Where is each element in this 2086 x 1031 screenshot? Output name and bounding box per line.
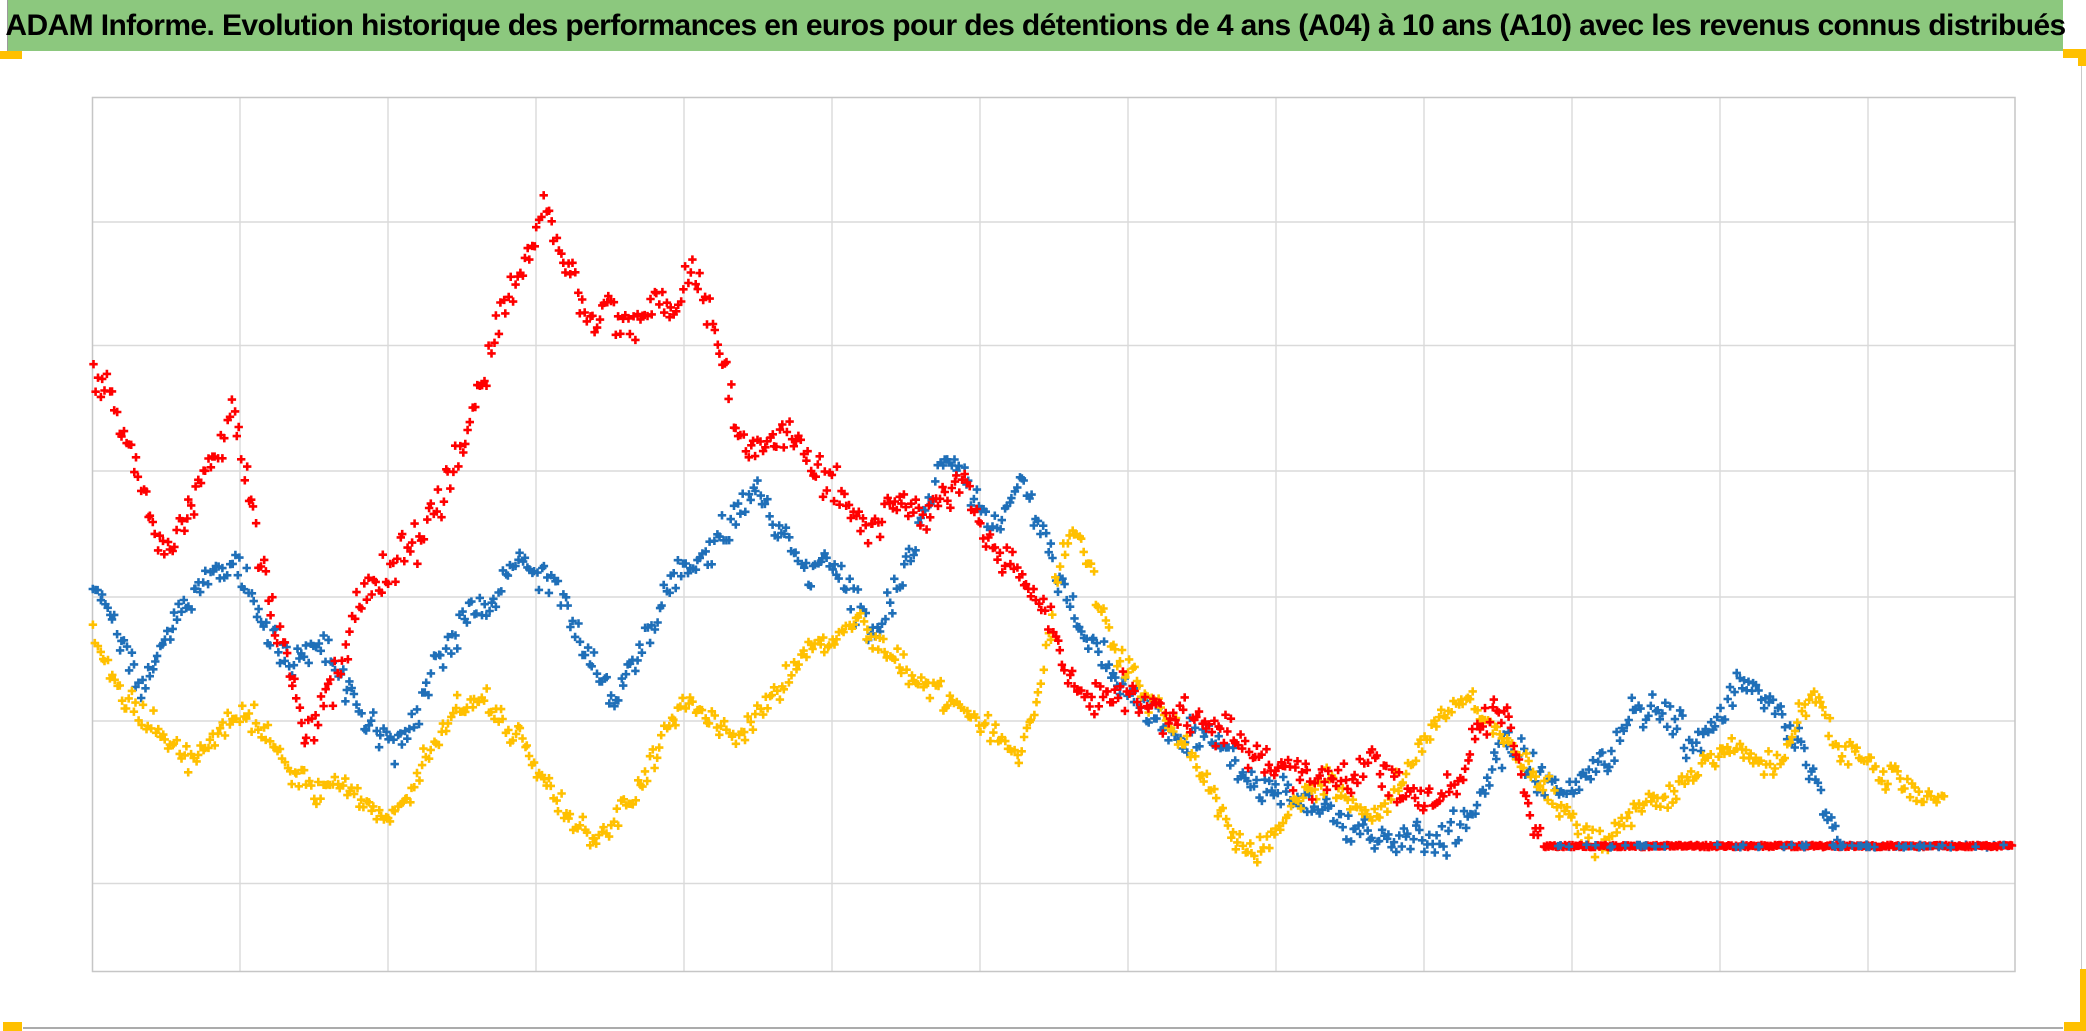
selection-handle-bottom-right[interactable]: [2064, 1022, 2086, 1031]
page-title: ADAM Informe. Evolution historique des p…: [5, 8, 2066, 42]
header-bar: ADAM Informe. Evolution historique des p…: [5, 0, 2066, 51]
slide-edge-bottom-line: [23, 1027, 2063, 1029]
selection-handle-bottom-right-leg[interactable]: [2080, 969, 2086, 1031]
selection-handle-top-right-leg[interactable]: [2078, 49, 2086, 66]
selection-handle-top-left[interactable]: [0, 51, 22, 59]
selection-edge-right-line: [2081, 66, 2082, 969]
selection-handle-bottom-left[interactable]: [3, 1022, 22, 1031]
chart-series: [88, 191, 2017, 867]
selection-handle-top-right[interactable]: [2063, 49, 2086, 58]
chart-gridlines: [91, 96, 2016, 973]
